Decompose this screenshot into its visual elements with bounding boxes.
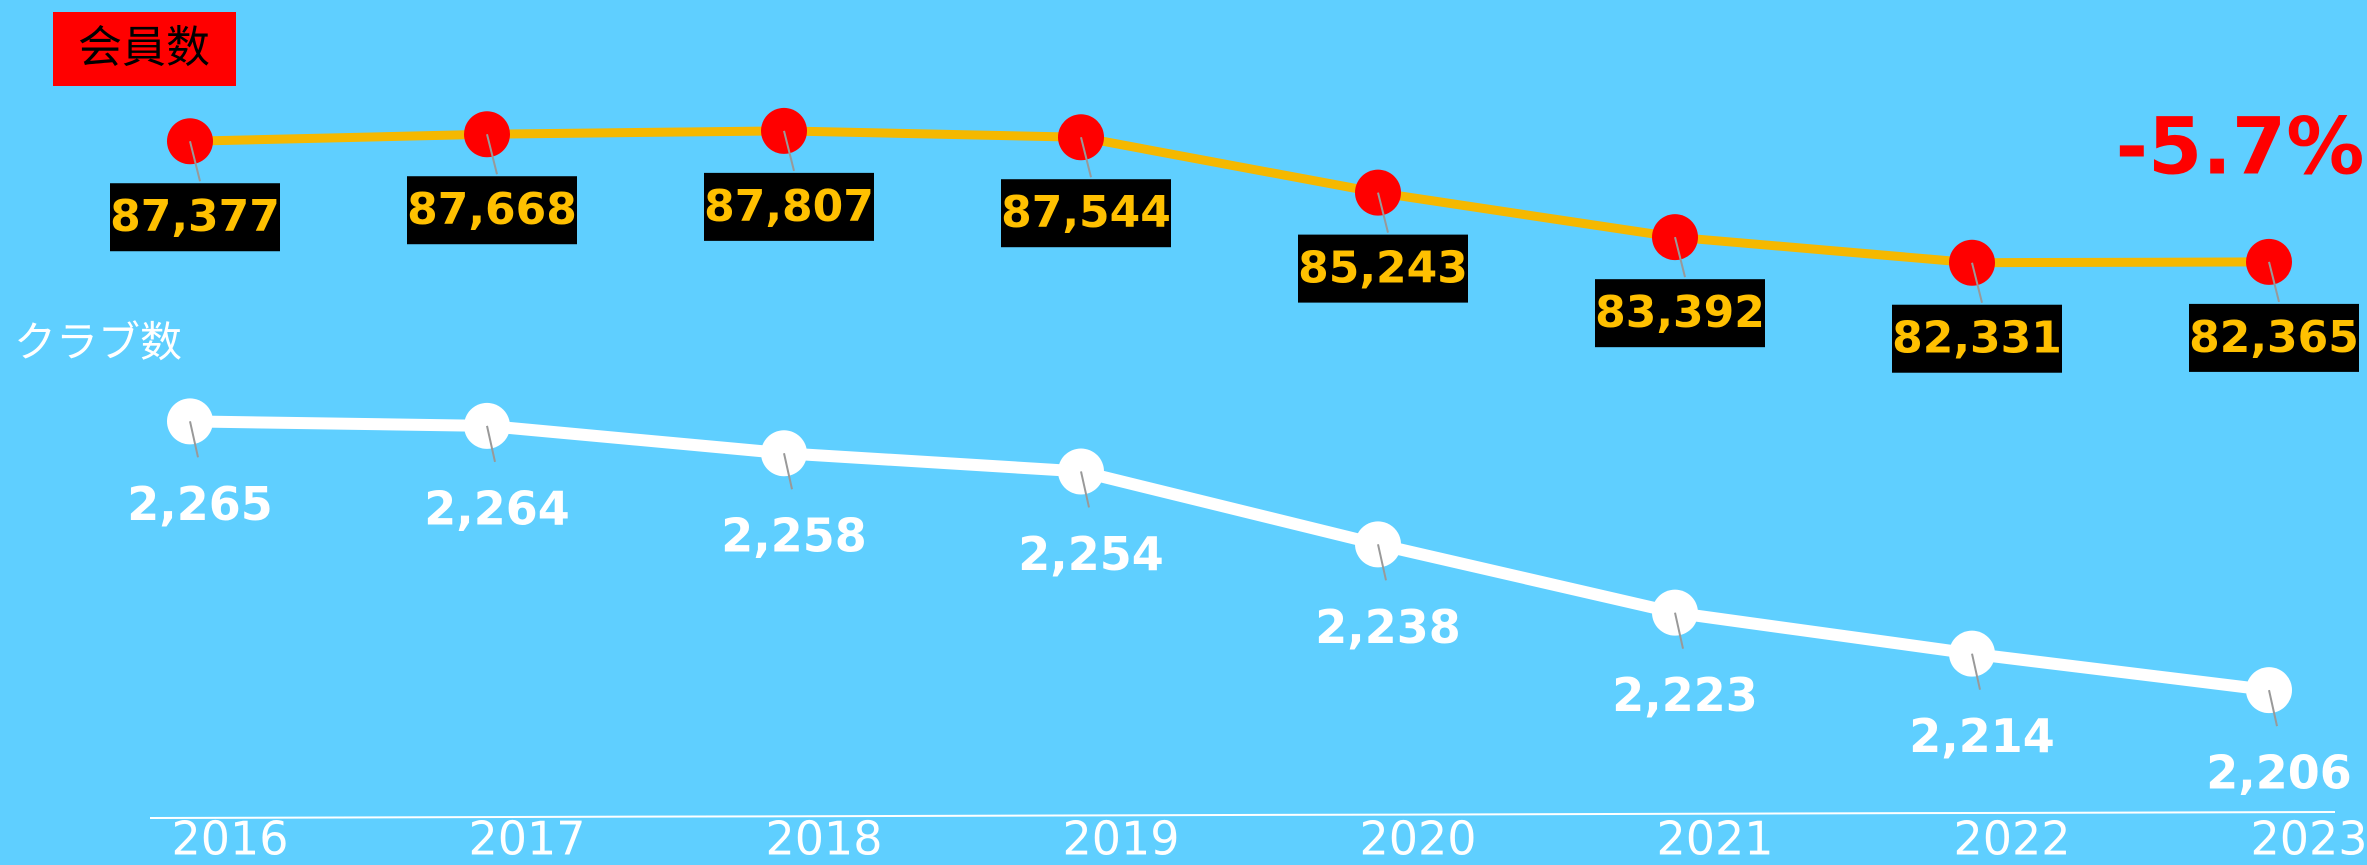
x-tick-label: 2019 <box>1062 812 1179 865</box>
leader-line <box>2268 261 2280 303</box>
leader-line <box>1971 653 1981 690</box>
data-label: 2,206 <box>2206 746 2352 800</box>
x-tick-label: 2016 <box>171 812 288 865</box>
label-box <box>1892 304 2062 373</box>
data-label: 2,223 <box>1612 668 1758 722</box>
data-label: 85,243 <box>1298 243 1468 294</box>
x-tick-label: 2023 <box>2250 812 2367 865</box>
data-label: 2,254 <box>1018 527 1164 581</box>
leader-line <box>189 421 199 458</box>
x-tick-label: 2022 <box>1953 812 2070 865</box>
leader-line <box>1377 544 1387 581</box>
x-tick-label: 2020 <box>1359 812 1476 865</box>
x-tick-label: 2018 <box>765 812 882 865</box>
leader-line <box>2268 689 2278 727</box>
data-label: 82,331 <box>1892 313 2062 364</box>
leader-line <box>1377 192 1389 233</box>
leader-line <box>1674 612 1684 649</box>
label-box <box>1298 234 1468 303</box>
series-line <box>189 415 2270 697</box>
leader-line <box>486 425 496 463</box>
data-label: 87,668 <box>407 184 577 235</box>
leader-line <box>783 130 795 172</box>
label-box <box>110 183 280 252</box>
data-label: 87,807 <box>704 181 874 232</box>
leader-line <box>1080 471 1090 508</box>
series-line <box>189 126 2270 268</box>
data-label: 87,377 <box>110 191 280 242</box>
data-label: 82,365 <box>2189 312 2359 363</box>
leader-line <box>1971 262 1983 303</box>
series-title: クラブ数 <box>14 318 182 367</box>
label-box <box>704 172 874 241</box>
leader-line <box>783 453 793 490</box>
data-label: 83,392 <box>1595 287 1765 338</box>
x-tick-label: 2017 <box>468 812 585 865</box>
label-box <box>1595 279 1765 348</box>
data-label: 87,544 <box>1001 187 1171 238</box>
data-label: 2,214 <box>1909 709 2055 763</box>
leader-line <box>189 140 201 182</box>
data-label: 2,258 <box>721 509 867 563</box>
data-label: 2,264 <box>424 481 570 535</box>
label-box <box>2189 303 2359 372</box>
x-tick-label: 2021 <box>1656 812 1773 865</box>
annotation: -5.7% <box>2116 102 2365 192</box>
label-box <box>407 176 577 245</box>
label-box <box>1001 179 1171 248</box>
leader-line <box>486 133 498 175</box>
data-label: 2,238 <box>1315 600 1461 654</box>
series-title: 会員数 <box>78 22 210 73</box>
series-title-box <box>53 12 236 86</box>
leader-line <box>1080 136 1092 178</box>
data-label: 2,265 <box>127 477 273 531</box>
baseline <box>149 811 2336 819</box>
leader-line <box>1674 236 1686 278</box>
